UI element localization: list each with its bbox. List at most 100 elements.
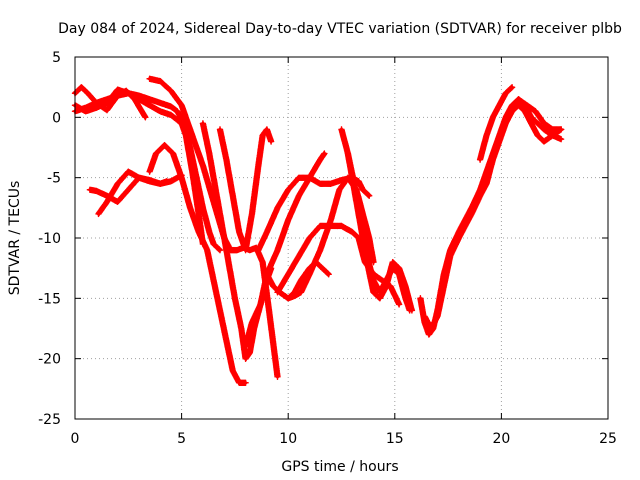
data-point	[261, 133, 265, 137]
data-point	[258, 302, 263, 306]
data-point	[378, 296, 382, 300]
data-point	[190, 170, 194, 174]
data-point	[205, 248, 209, 252]
data-point	[384, 284, 388, 288]
data-point	[320, 266, 324, 270]
data-point	[275, 206, 280, 210]
data-point	[318, 158, 322, 162]
x-axis-label: GPS time / hours	[281, 459, 398, 475]
data-point	[314, 260, 318, 264]
data-point	[244, 345, 248, 349]
data-point	[148, 178, 152, 182]
data-point	[207, 230, 211, 234]
series-track-19	[476, 83, 516, 163]
data-point	[307, 176, 312, 180]
data-point	[237, 381, 241, 385]
data-point	[148, 97, 152, 101]
y-tick-label: -10	[38, 231, 61, 247]
y-tick-label: -5	[47, 171, 61, 187]
series-track-10	[242, 150, 328, 350]
data-point	[248, 351, 252, 355]
data-point	[169, 104, 173, 109]
data-point	[516, 103, 521, 107]
data-point	[337, 188, 341, 192]
data-point	[239, 326, 243, 331]
data-point	[318, 224, 322, 228]
ticks	[74, 56, 609, 420]
chart-title: Day 084 of 2024, Sidereal Day-to-day VTE…	[58, 21, 622, 37]
x-tick-label: 15	[386, 431, 404, 447]
data-point	[218, 308, 222, 312]
data-point	[116, 200, 120, 204]
data-point	[536, 121, 540, 125]
data-point	[322, 151, 326, 156]
data-point	[542, 121, 546, 125]
data-point	[371, 290, 376, 294]
data-point	[297, 254, 301, 258]
data-point	[286, 188, 290, 192]
data-point	[244, 248, 248, 252]
data-point	[94, 101, 98, 105]
data-point	[214, 188, 218, 192]
series-layer	[71, 75, 565, 387]
data-point	[180, 173, 184, 177]
data-point	[484, 182, 489, 186]
y-tick-label: 5	[52, 50, 61, 66]
data-point	[318, 182, 322, 186]
data-point	[491, 115, 495, 119]
data-point	[190, 133, 194, 137]
data-point	[286, 218, 290, 222]
data-point	[212, 242, 216, 246]
x-tick-label: 5	[177, 431, 186, 447]
data-point	[148, 170, 152, 174]
y-tick-label: 0	[52, 110, 61, 126]
data-point	[235, 248, 239, 252]
x-tick-label: 20	[492, 431, 510, 447]
x-tick-label: 10	[279, 431, 297, 447]
data-point	[510, 103, 514, 107]
data-point	[169, 113, 173, 117]
data-point	[529, 121, 533, 125]
data-point	[137, 176, 141, 180]
data-point	[371, 260, 376, 264]
data-point	[197, 230, 201, 234]
data-point	[105, 200, 109, 204]
series-track-20	[515, 95, 565, 133]
data-point	[367, 236, 371, 240]
data-point	[201, 206, 205, 210]
data-point	[244, 357, 248, 361]
data-point	[516, 97, 521, 101]
data-point	[116, 88, 120, 92]
data-point	[427, 332, 431, 337]
data-point	[237, 230, 241, 234]
data-point	[478, 194, 482, 198]
data-point	[218, 248, 222, 252]
data-point	[267, 308, 271, 312]
y-tick-label: -20	[38, 352, 61, 368]
data-point	[169, 89, 173, 93]
data-point	[271, 284, 275, 288]
data-point	[286, 296, 290, 300]
data-point	[207, 151, 211, 156]
data-point	[346, 176, 350, 180]
data-point	[94, 189, 98, 193]
data-point	[231, 369, 235, 373]
data-point	[158, 101, 162, 105]
series-track-14	[284, 258, 332, 302]
data-point	[261, 260, 265, 264]
data-point	[497, 139, 501, 144]
data-point	[457, 236, 461, 240]
data-point	[126, 188, 130, 192]
data-point	[307, 266, 312, 270]
data-point	[329, 224, 333, 228]
data-point	[352, 188, 356, 192]
data-point	[212, 278, 216, 282]
data-point	[116, 94, 120, 98]
data-point	[397, 302, 401, 306]
data-point	[367, 194, 371, 198]
data-point	[491, 158, 495, 162]
data-point	[442, 284, 446, 288]
data-point	[542, 139, 546, 144]
data-point	[188, 206, 192, 210]
